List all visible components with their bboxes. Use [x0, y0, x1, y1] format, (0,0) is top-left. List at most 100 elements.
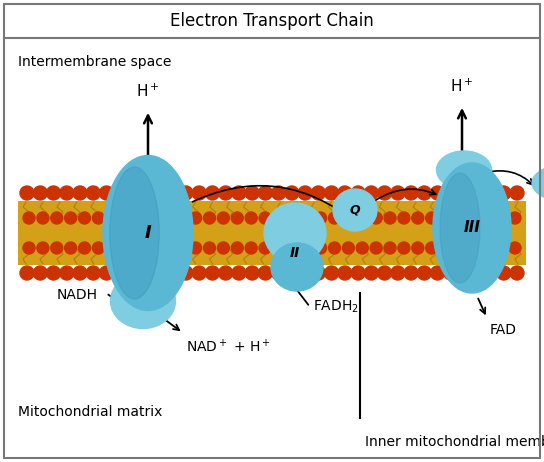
Circle shape [298, 266, 312, 280]
Ellipse shape [264, 203, 326, 263]
Circle shape [192, 266, 206, 280]
Ellipse shape [103, 156, 193, 310]
Circle shape [166, 186, 180, 200]
Ellipse shape [271, 243, 323, 291]
Circle shape [92, 212, 104, 224]
Circle shape [100, 266, 114, 280]
Ellipse shape [433, 163, 511, 293]
Text: NADH: NADH [57, 288, 98, 302]
Circle shape [206, 266, 219, 280]
Ellipse shape [440, 173, 480, 283]
Circle shape [258, 186, 273, 200]
Circle shape [495, 242, 507, 254]
Circle shape [179, 266, 193, 280]
Circle shape [391, 186, 405, 200]
Circle shape [378, 266, 392, 280]
Circle shape [404, 266, 418, 280]
Circle shape [218, 212, 230, 224]
Circle shape [245, 266, 259, 280]
Circle shape [126, 186, 140, 200]
Circle shape [285, 266, 299, 280]
Circle shape [412, 212, 424, 224]
Circle shape [398, 212, 410, 224]
Circle shape [495, 212, 507, 224]
Circle shape [259, 242, 271, 254]
Circle shape [120, 212, 132, 224]
Circle shape [412, 242, 424, 254]
Circle shape [285, 186, 299, 200]
Circle shape [444, 266, 458, 280]
Circle shape [509, 242, 521, 254]
Ellipse shape [532, 164, 544, 202]
Circle shape [192, 186, 206, 200]
Circle shape [33, 186, 47, 200]
Circle shape [311, 186, 325, 200]
Circle shape [417, 266, 431, 280]
Circle shape [37, 212, 49, 224]
Circle shape [356, 242, 368, 254]
Circle shape [245, 186, 259, 200]
Circle shape [301, 242, 313, 254]
Circle shape [190, 212, 202, 224]
Circle shape [33, 266, 47, 280]
Circle shape [484, 266, 498, 280]
Circle shape [100, 186, 114, 200]
Text: Electron Transport Chain: Electron Transport Chain [170, 12, 374, 30]
Circle shape [232, 266, 246, 280]
Text: III: III [463, 220, 480, 236]
Circle shape [510, 186, 524, 200]
Circle shape [65, 212, 77, 224]
Circle shape [467, 242, 479, 254]
Circle shape [454, 212, 466, 224]
Circle shape [510, 266, 524, 280]
Circle shape [203, 242, 215, 254]
Circle shape [325, 266, 338, 280]
Text: Mitochondrial matrix: Mitochondrial matrix [18, 405, 162, 419]
Circle shape [51, 242, 63, 254]
Circle shape [454, 242, 466, 254]
Text: NAD$^+$ + H$^+$: NAD$^+$ + H$^+$ [186, 338, 271, 355]
Text: Intermembrane space: Intermembrane space [18, 55, 171, 69]
Circle shape [271, 186, 286, 200]
Circle shape [481, 242, 493, 254]
Circle shape [314, 242, 326, 254]
Circle shape [311, 266, 325, 280]
Circle shape [152, 266, 166, 280]
Circle shape [126, 266, 140, 280]
Circle shape [370, 242, 382, 254]
Circle shape [179, 186, 193, 200]
Circle shape [23, 212, 35, 224]
Circle shape [190, 242, 202, 254]
Circle shape [342, 242, 354, 254]
Circle shape [467, 212, 479, 224]
Circle shape [364, 266, 378, 280]
Ellipse shape [436, 151, 491, 189]
Circle shape [497, 186, 511, 200]
Text: H$^+$: H$^+$ [450, 78, 474, 95]
Circle shape [73, 186, 87, 200]
Circle shape [20, 186, 34, 200]
Circle shape [444, 186, 458, 200]
Circle shape [139, 186, 153, 200]
Circle shape [162, 212, 174, 224]
Circle shape [430, 266, 444, 280]
Circle shape [162, 242, 174, 254]
Circle shape [298, 186, 312, 200]
Ellipse shape [110, 274, 176, 328]
Circle shape [325, 186, 338, 200]
Circle shape [404, 186, 418, 200]
Circle shape [509, 212, 521, 224]
Circle shape [342, 212, 354, 224]
Circle shape [176, 242, 188, 254]
Circle shape [148, 212, 160, 224]
Circle shape [78, 212, 90, 224]
Circle shape [384, 242, 396, 254]
Circle shape [481, 212, 493, 224]
Circle shape [287, 242, 299, 254]
Circle shape [338, 186, 352, 200]
Circle shape [370, 212, 382, 224]
Circle shape [166, 266, 180, 280]
Circle shape [106, 212, 118, 224]
Circle shape [329, 212, 341, 224]
Bar [18, 201, 526, 265]
